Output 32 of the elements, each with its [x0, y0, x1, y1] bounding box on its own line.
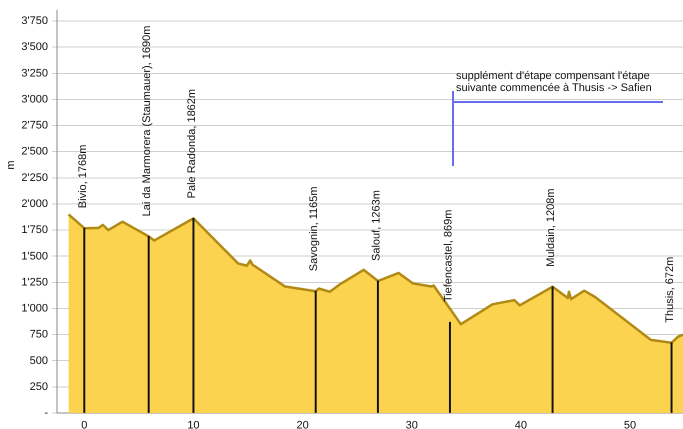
- y-tick-label: 1'250: [21, 276, 48, 288]
- x-tick-label: 0: [81, 420, 88, 429]
- y-tick-label: 250: [30, 380, 48, 393]
- y-tick-label: 1'000: [21, 302, 48, 315]
- y-tick-label: 3'250: [21, 67, 48, 80]
- y-tick-label: 750: [30, 328, 48, 341]
- y-tick-label: 500: [30, 354, 48, 367]
- y-tick-label: 2'750: [21, 120, 48, 132]
- x-tick-label: 50: [624, 420, 636, 429]
- y-tick-label: 3'500: [21, 41, 48, 54]
- x-tick-label: 30: [406, 420, 418, 429]
- annotation: Lai da Marmorera (Staumauer), 1690m: [141, 26, 154, 216]
- y-tick-label: 1'750: [21, 224, 48, 236]
- annotation: Bivio, 1768m: [76, 144, 89, 208]
- y-tick-label: 2'500: [21, 146, 48, 158]
- annotation: Pale Radonda, 1862m: [186, 88, 198, 198]
- x-tick-label: 20: [296, 420, 309, 429]
- annotation: Muldain, 1208m: [545, 188, 558, 267]
- x-tick-label: 10: [187, 420, 200, 429]
- y-tick-label: 3'000: [21, 93, 48, 106]
- annotation: Thusis, 672m: [664, 256, 676, 323]
- y-tick-label: -: [44, 407, 48, 420]
- y-tick-label: 1'500: [21, 250, 48, 262]
- annotation: supplément d'étape compensant l'étape suivante commencée à Thusis -> Safien: [456, 70, 653, 94]
- y-tick-label: 3'750: [21, 15, 48, 28]
- y-axis-title: m: [5, 160, 18, 170]
- annotation: Savognin, 1165m: [308, 186, 320, 272]
- y-tick-label: 2'250: [21, 172, 48, 184]
- y-tick-label: 2'000: [21, 198, 48, 210]
- annotation: Salouf, 1263m: [370, 190, 382, 261]
- x-tick-label: 40: [514, 420, 528, 429]
- annotation: Tiefencastel, 869m: [442, 210, 454, 302]
